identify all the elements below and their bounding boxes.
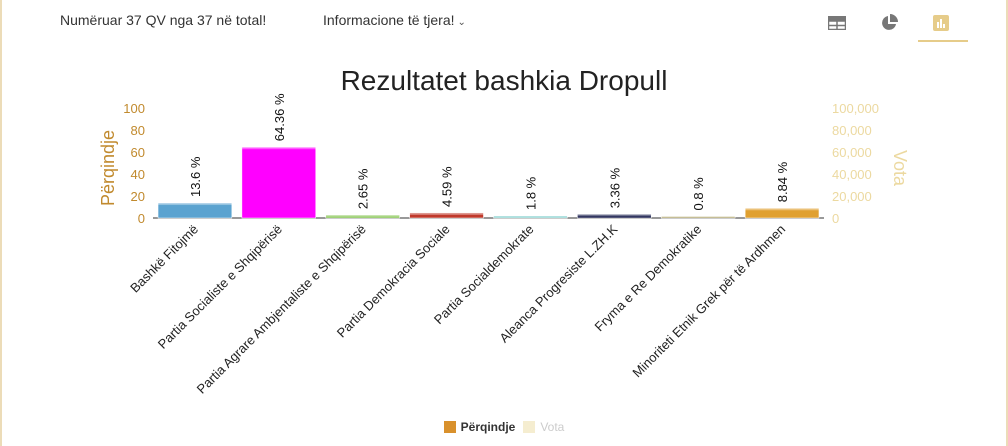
- bar-view-button[interactable]: [918, 6, 968, 42]
- pie-view-button[interactable]: [872, 6, 906, 40]
- bar-highlight: [577, 214, 652, 217]
- legend-item[interactable]: Përqindje: [443, 420, 516, 434]
- data-label: 13.6 %: [188, 156, 203, 197]
- info-dropdown[interactable]: Informacione të tjera! ⌄: [323, 12, 466, 28]
- bar[interactable]: [661, 216, 736, 219]
- top-toolbar: Numëruar 37 QV nga 37 në total! Informac…: [0, 0, 1008, 44]
- bar-highlight: [158, 203, 232, 206]
- data-label: 64.36 %: [272, 93, 287, 141]
- y2-tick-label: 60,000: [832, 145, 872, 160]
- bar[interactable]: [409, 212, 484, 219]
- chart-area: Rezultatet bashkia Dropull Përqindje Vot…: [0, 50, 1008, 446]
- bar-chart: Rezultatet bashkia Dropull Përqindje Vot…: [98, 65, 910, 397]
- count-text: Numëruar 37 QV nga 37 në total!: [60, 12, 267, 28]
- y2-tick-label: 100,000: [832, 101, 879, 116]
- bar-highlight: [661, 216, 736, 218]
- category-label: Partia Agrare Ambjentaliste e Shqipërisë: [194, 222, 369, 397]
- chart-title: Rezultatet bashkia Dropull: [341, 65, 668, 96]
- y-axis-title: Përqindje: [98, 130, 118, 206]
- data-label: 3.36 %: [607, 167, 622, 208]
- y-tick-label: 100: [123, 101, 145, 116]
- y2-tick-label: 40,000: [832, 167, 872, 182]
- y-tick-label: 80: [131, 123, 145, 138]
- pie-chart-icon: [882, 14, 898, 30]
- data-label: 2.65 %: [356, 168, 371, 209]
- data-label: 8.84 %: [775, 161, 790, 202]
- bar-highlight: [745, 208, 819, 211]
- bar-highlight: [493, 216, 568, 218]
- legend-item[interactable]: Vota: [523, 420, 564, 434]
- y2-axis-title: Vota: [890, 150, 910, 187]
- bar-highlight: [325, 215, 400, 218]
- y2-tick-label: 20,000: [832, 189, 872, 204]
- bar-chart-icon: [933, 15, 949, 31]
- bar[interactable]: [577, 214, 652, 219]
- bar[interactable]: [493, 215, 568, 219]
- y-tick-label: 20: [131, 189, 145, 204]
- y-tick-label: 40: [131, 167, 145, 182]
- data-label: 4.59 %: [440, 166, 455, 207]
- chevron-down-icon: ⌄: [457, 17, 466, 28]
- bar[interactable]: [325, 214, 400, 219]
- category-label: Minoriteti Etnik Grek për të Ardhmen: [629, 222, 788, 381]
- legend-swatch: [523, 421, 536, 433]
- bar[interactable]: [241, 146, 316, 219]
- category-label: Bashkë Fitojmë: [127, 222, 201, 296]
- y2-tick-label: 80,000: [832, 123, 872, 138]
- bar-highlight: [409, 212, 484, 215]
- y-tick-label: 0: [138, 211, 145, 226]
- info-dropdown-label: Informacione të tjera!: [323, 12, 455, 28]
- y2-tick-label: 0: [832, 211, 839, 226]
- table-icon: [828, 16, 846, 30]
- bar[interactable]: [744, 208, 820, 219]
- legend-swatch: [443, 421, 456, 433]
- legend-label: Përqindje: [460, 420, 516, 434]
- bar-highlight: [241, 147, 316, 150]
- legend-label: Vota: [540, 420, 565, 434]
- table-view-button[interactable]: [820, 6, 854, 40]
- bar[interactable]: [157, 202, 233, 219]
- y-tick-label: 60: [131, 145, 145, 160]
- data-label: 0.8 %: [691, 177, 706, 211]
- chart-legend: Përqindje Vota: [0, 420, 1008, 436]
- data-label: 1.8 %: [523, 176, 538, 210]
